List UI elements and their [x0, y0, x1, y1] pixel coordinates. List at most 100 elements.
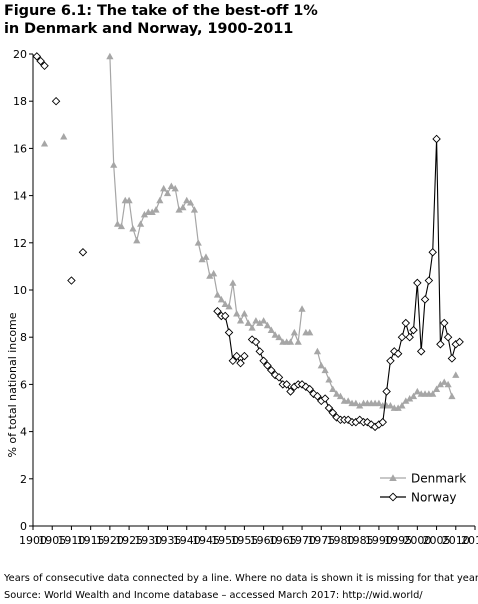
data-point-denmark [429, 390, 437, 397]
x-tick-label: 1970 [288, 534, 316, 547]
data-point-norway [51, 96, 61, 106]
legend-marker-norway [388, 492, 398, 502]
data-point-denmark [194, 239, 202, 246]
data-point-norway [274, 373, 284, 382]
data-point-denmark [244, 319, 252, 326]
data-point-norway [213, 307, 222, 316]
x-tick-label: 1930 [134, 534, 162, 547]
data-point-norway [386, 356, 395, 366]
data-point-norway [240, 351, 249, 361]
data-point-norway [409, 325, 418, 335]
data-point-denmark [133, 236, 141, 244]
data-point-denmark [344, 397, 352, 404]
x-tick-label: 2005 [423, 534, 451, 547]
x-tick-label: 1910 [57, 534, 85, 547]
x-tick-label: 1905 [38, 534, 66, 547]
x-tick-label: 2015 [461, 534, 478, 547]
data-point-denmark [386, 402, 395, 409]
data-point-denmark [156, 196, 164, 204]
y-tick-label: 18 [13, 95, 27, 108]
data-point-denmark [190, 206, 199, 213]
data-point-norway [67, 276, 76, 285]
data-point-denmark [252, 317, 260, 324]
data-point-norway [363, 417, 372, 427]
data-point-denmark [432, 385, 441, 392]
data-point-norway [267, 366, 276, 375]
data-point-denmark [60, 133, 68, 140]
data-point-norway [416, 347, 426, 356]
data-point-denmark [286, 338, 295, 345]
data-point-norway [78, 248, 88, 257]
data-point-denmark [210, 269, 218, 277]
data-point-denmark [206, 272, 214, 279]
data-point-norway [224, 328, 234, 337]
data-point-denmark [129, 225, 137, 232]
data-point-denmark [256, 319, 264, 326]
data-point-norway [305, 384, 314, 394]
data-point-norway [263, 361, 272, 370]
data-point-norway [413, 278, 422, 288]
data-point-denmark [148, 208, 156, 215]
data-point-norway [40, 61, 49, 71]
data-point-norway [301, 382, 311, 391]
y-tick-label: 2 [20, 473, 27, 486]
series-denmark [40, 52, 460, 411]
x-tick-label: 1990 [365, 534, 393, 547]
data-point-norway [390, 347, 399, 356]
x-tick-label: 1940 [173, 534, 201, 547]
data-point-denmark [171, 184, 179, 192]
y-tick-label: 8 [20, 331, 27, 344]
chart-title: Figure 6.1: The take of the best-off 1% … [4, 2, 318, 38]
data-point-denmark [413, 387, 421, 395]
data-point-denmark [409, 392, 418, 400]
data-point-denmark [260, 317, 268, 324]
x-tick-label: 1985 [346, 534, 374, 547]
data-point-denmark [179, 203, 187, 211]
data-point-norway [443, 332, 453, 342]
x-tick-label: 1900 [19, 534, 47, 547]
data-point-denmark [306, 328, 314, 336]
data-point-norway [251, 337, 261, 347]
y-tick-label: 14 [13, 190, 27, 203]
title-line-1: Figure 6.1: The take of the best-off 1% [4, 3, 318, 19]
data-point-denmark [406, 394, 414, 402]
data-point-norway [332, 413, 341, 422]
data-point-denmark [325, 376, 333, 383]
data-point-norway [397, 332, 407, 342]
data-point-norway [428, 248, 437, 257]
data-point-denmark [336, 392, 345, 400]
data-point-norway [378, 417, 387, 427]
data-point-norway [447, 354, 457, 363]
data-point-denmark [233, 310, 241, 317]
data-point-denmark [186, 199, 195, 206]
x-tick-label: 1950 [211, 534, 239, 547]
data-point-denmark [221, 300, 229, 308]
series-norway [32, 52, 464, 432]
x-tick-label: 1915 [77, 534, 105, 547]
data-point-denmark [229, 279, 237, 286]
legend: Denmark Norway [380, 472, 466, 505]
data-point-denmark [240, 310, 248, 317]
data-point-denmark [290, 328, 298, 336]
data-point-denmark [394, 404, 402, 411]
y-tick-label: 0 [20, 520, 27, 533]
data-point-denmark [202, 253, 210, 260]
data-point-norway [313, 391, 322, 401]
data-point-denmark [448, 392, 456, 400]
axes: 0 2 4 6 8 10 12 14 16 18 20 19001905191019151920192… [6, 48, 478, 547]
y-tick-label: 10 [13, 284, 27, 297]
data-point-denmark [117, 222, 125, 230]
data-point-denmark [298, 305, 306, 312]
x-tick-label: 1935 [154, 534, 182, 547]
data-point-denmark [333, 390, 341, 397]
data-point-denmark [452, 371, 460, 378]
data-point-denmark [263, 321, 272, 329]
data-point-denmark [140, 210, 149, 218]
data-point-norway [393, 349, 403, 358]
data-point-denmark [152, 206, 160, 213]
chart-marks [32, 52, 464, 432]
data-point-denmark [313, 347, 322, 355]
x-tick-label: 1975 [307, 534, 335, 547]
data-point-norway [455, 337, 464, 347]
data-point-norway [255, 347, 265, 356]
